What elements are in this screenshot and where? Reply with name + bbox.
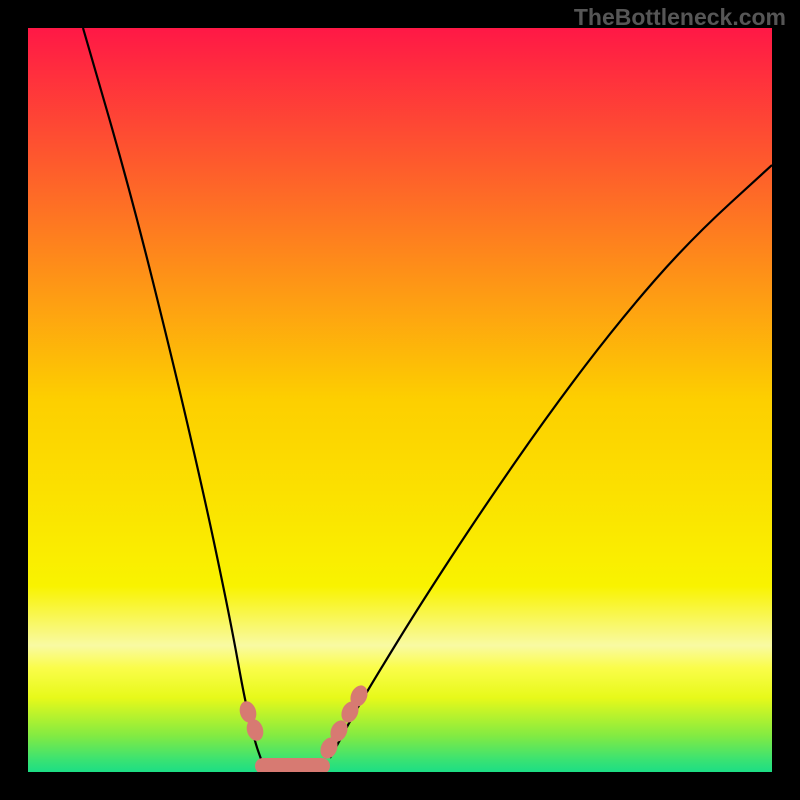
chart-container: [28, 28, 772, 772]
marker-bar: [255, 758, 330, 772]
plot-background: [28, 28, 772, 772]
watermark-text: TheBottleneck.com: [574, 4, 786, 31]
chart-svg: [28, 28, 772, 772]
